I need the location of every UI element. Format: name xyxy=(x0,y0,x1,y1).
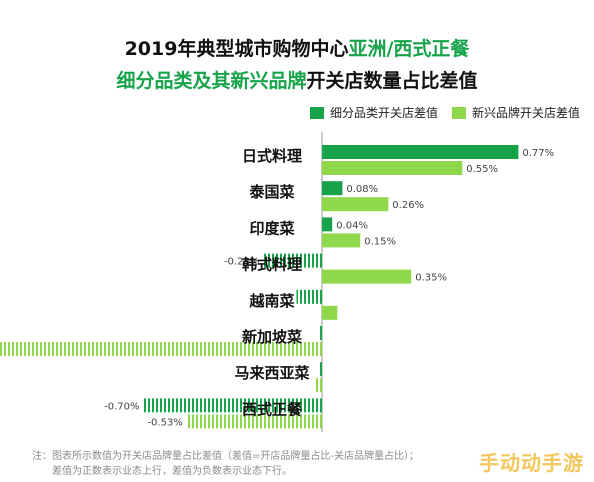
title-line-1-prefix: 2019年典型城市购物中心 xyxy=(124,38,349,60)
category-label-3: 韩式料理 xyxy=(242,256,302,274)
chart-legend: 细分品类开关店差值 新兴品牌开关店差值 xyxy=(309,104,580,121)
category-label-0: 日式料理 xyxy=(242,147,302,165)
chart-title-line-1: 2019年典型城市购物中心亚洲/西式正餐 xyxy=(0,34,594,61)
legend-item-brand: 新兴品牌开关店差值 xyxy=(451,104,580,121)
chart-footnote: 注：图表所示数值为开关店品牌量占比差值（差值=开店品牌量占比-关店品牌量占比）；… xyxy=(32,449,419,479)
bar-brand-0 xyxy=(322,161,463,175)
data-label-category-3: -0.23% xyxy=(224,257,259,268)
bar-category-1 xyxy=(322,181,343,196)
category-label-5: 新加坡菜 xyxy=(242,328,302,346)
legend-swatch-category xyxy=(309,106,324,119)
bar-brand-4 xyxy=(322,305,338,320)
bar-category-4 xyxy=(296,289,322,304)
data-label-category-7: -0.70% xyxy=(104,401,139,412)
category-label-6: 马来西亚菜 xyxy=(234,364,309,382)
title-line-2-prefix: 细分品类及其新兴品牌 xyxy=(116,70,307,92)
title-line-2-suffix: 开关店数量占比差值 xyxy=(306,70,478,92)
title-line-1-accent: 亚洲/西式正餐 xyxy=(348,38,470,60)
bar-category-5 xyxy=(319,326,322,340)
data-label-category-0: 0.77% xyxy=(522,148,554,159)
bar-category-6 xyxy=(319,362,322,377)
legend-label-brand: 新兴品牌开关店差值 xyxy=(471,106,580,120)
bar-brand-1 xyxy=(322,197,389,212)
category-label-1: 泰国菜 xyxy=(248,183,294,201)
data-label-category-2: 0.04% xyxy=(336,220,368,231)
bar-brand-2 xyxy=(322,233,361,248)
bar-brand-5 xyxy=(0,342,322,356)
footnote-line-1: 注：图表所示数值为开关店品牌量占比差值（差值=开店品牌量占比-关店品牌量占比）； xyxy=(32,451,419,462)
legend-label-category: 细分品类开关店差值 xyxy=(329,106,438,120)
bar-category-0 xyxy=(322,145,519,159)
category-label-2: 印度菜 xyxy=(249,219,294,237)
chart-title-line-2: 细分品类及其新兴品牌开关店数量占比差值 xyxy=(0,66,594,93)
bar-brand-7 xyxy=(186,414,322,429)
footnote-line-2: 差值为正数表示业态上行，差值为负数表示业态下行。 xyxy=(52,466,292,477)
bar-brand-6 xyxy=(314,378,322,393)
data-label-brand-3: 0.35% xyxy=(415,273,447,284)
data-label-brand-1: 0.26% xyxy=(392,200,424,211)
bar-category-3 xyxy=(263,253,322,268)
data-label-brand-0: 0.55% xyxy=(466,164,498,175)
data-label-brand-7: -0.53% xyxy=(147,417,182,428)
data-label-category-1: 0.08% xyxy=(346,184,378,195)
legend-item-category: 细分品类开关店差值 xyxy=(309,104,438,121)
category-label-4: 越南菜 xyxy=(248,292,294,310)
bar-brand-3 xyxy=(322,269,412,284)
data-label-brand-2: 0.15% xyxy=(364,236,396,247)
category-label-7: 西式正餐 xyxy=(242,400,303,418)
bar-category-2 xyxy=(322,217,333,232)
legend-swatch-brand xyxy=(451,106,466,119)
watermark-logo: 手动动手游 xyxy=(479,451,584,475)
bar-category-7 xyxy=(143,398,322,413)
